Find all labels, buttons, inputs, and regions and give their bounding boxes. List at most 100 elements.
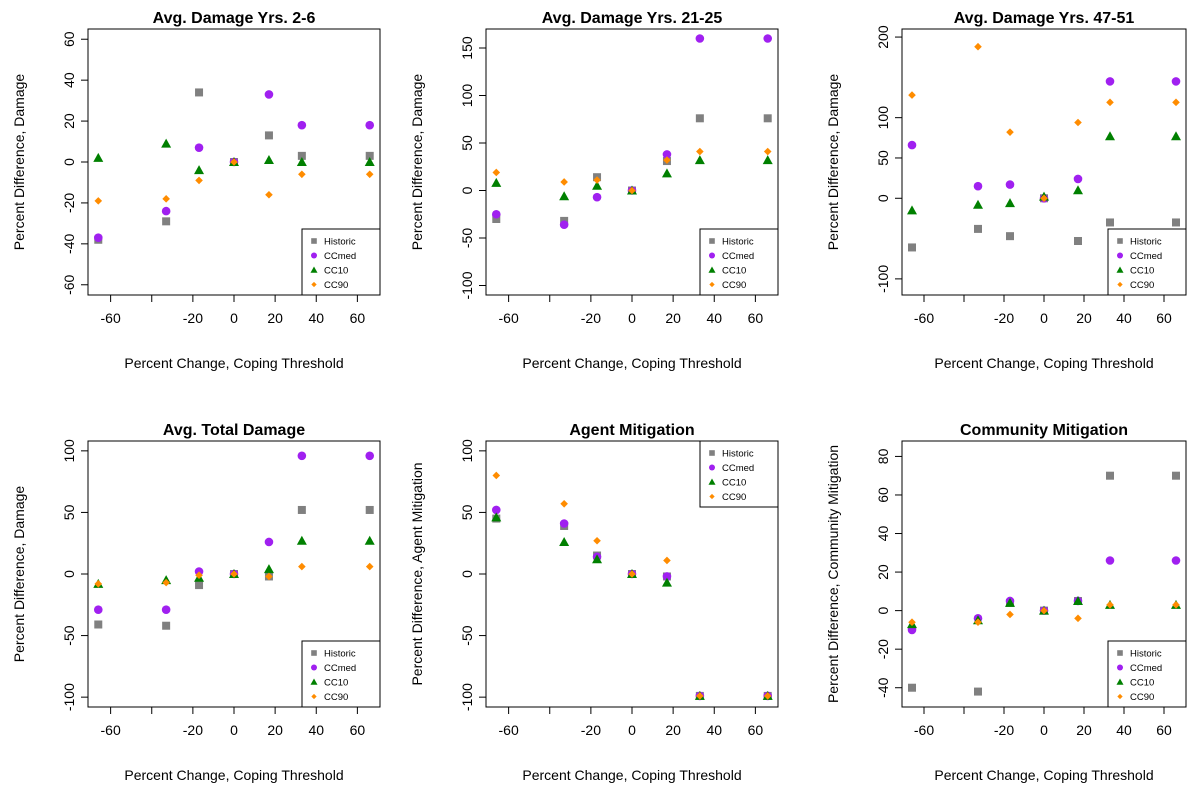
x-tick-label: 0 xyxy=(230,722,238,738)
y-tick-label: -60 xyxy=(61,274,77,294)
y-tick-label: 100 xyxy=(459,84,475,108)
data-point-cc10 xyxy=(762,155,773,165)
data-point-historic xyxy=(1074,236,1082,245)
panel-3: Avg. Damage Yrs. 47-51 -60 -20 0 20 40 60 Perce… xyxy=(825,10,1187,371)
x-tick-label: 60 xyxy=(748,310,764,326)
chart-title: Avg. Total Damage xyxy=(163,422,305,439)
series-cc10 xyxy=(93,138,375,175)
series-historic xyxy=(492,114,772,225)
panel-5: Agent Mitigation -60 -20 0 20 40 60 Percent Cha… xyxy=(409,422,779,783)
legend-label: CC10 xyxy=(1130,266,1154,277)
data-point-historic xyxy=(908,683,916,692)
data-point-ccmed xyxy=(559,220,569,229)
data-point-cc10 xyxy=(1171,131,1181,141)
data-point-cc90 xyxy=(696,147,704,156)
data-point-ccmed xyxy=(695,34,705,43)
x-tick-label: 40 xyxy=(1116,722,1132,738)
legend-marker-historic xyxy=(1117,650,1123,656)
data-point-cc10 xyxy=(296,157,307,166)
x-tick-label: 0 xyxy=(628,310,636,326)
data-point-cc10 xyxy=(661,577,672,587)
data-point-cc90 xyxy=(1106,601,1114,609)
data-point-historic xyxy=(974,224,982,233)
y-tick-label: 50 xyxy=(459,135,475,151)
data-point-ccmed xyxy=(264,537,274,547)
chart-title: Community Mitigation xyxy=(960,422,1128,439)
data-point-cc90 xyxy=(1006,128,1014,136)
x-tick-label: 60 xyxy=(350,310,366,326)
x-tick-label: -60 xyxy=(499,310,519,326)
data-point-ccmed xyxy=(662,150,672,159)
data-point-ccmed xyxy=(662,572,672,581)
data-point-ccmed xyxy=(1105,556,1115,565)
data-point-ccmed xyxy=(491,209,501,219)
y-tick-label: 0 xyxy=(875,194,891,202)
data-point-historic xyxy=(297,151,306,160)
y-tick-label: 100 xyxy=(875,106,891,130)
x-tick-label: -20 xyxy=(994,722,1014,738)
chart-title: Avg. Damage Yrs. 21-25 xyxy=(542,10,723,27)
data-point-cc90 xyxy=(230,158,238,166)
y-tick-label: -40 xyxy=(61,234,77,254)
data-point-historic xyxy=(1172,218,1180,227)
legend-marker-cc90 xyxy=(1117,281,1123,288)
series-ccmed xyxy=(491,505,773,701)
data-point-historic xyxy=(195,581,204,590)
data-point-ccmed xyxy=(161,206,171,216)
y-tick-label: -50 xyxy=(459,228,475,248)
legend-marker-cc10 xyxy=(310,678,318,685)
data-point-historic xyxy=(763,114,772,123)
data-point-cc10 xyxy=(1105,131,1115,141)
x-tick-label: 60 xyxy=(1156,310,1172,326)
data-point-historic xyxy=(1106,218,1114,227)
legend-label: CC90 xyxy=(722,280,746,291)
legend-marker-cc10 xyxy=(708,478,716,485)
legend-label: CC10 xyxy=(722,266,746,277)
data-point-cc90 xyxy=(1172,98,1180,107)
y-tick-label: -40 xyxy=(875,677,891,697)
legend-label: Historic xyxy=(722,449,754,460)
legend-marker-cc90 xyxy=(311,693,317,700)
legend-marker-ccmed xyxy=(708,464,716,471)
data-point-cc10 xyxy=(907,205,917,215)
legend-label: CCmed xyxy=(324,663,356,674)
legend-marker-cc10 xyxy=(1116,678,1124,685)
x-tick-label: -20 xyxy=(183,310,203,326)
legend-marker-historic xyxy=(1117,238,1123,244)
x-axis-label: Percent Change, Coping Threshold xyxy=(934,355,1153,371)
x-axis-label: Percent Change, Coping Threshold xyxy=(522,767,741,783)
chart-title: Agent Mitigation xyxy=(569,422,694,439)
series-ccmed xyxy=(907,77,1181,203)
data-point-historic xyxy=(695,114,704,123)
x-tick-label: 40 xyxy=(1116,310,1132,326)
x-tick-label: 0 xyxy=(1040,310,1048,326)
x-tick-label: -60 xyxy=(101,310,121,326)
chart-title: Avg. Damage Yrs. 2-6 xyxy=(153,10,316,27)
series-historic xyxy=(94,505,374,630)
y-tick-label: 0 xyxy=(61,158,77,166)
data-point-ccmed xyxy=(559,519,569,528)
legend-label: Historic xyxy=(1130,237,1162,248)
data-point-cc90 xyxy=(365,170,374,179)
x-tick-label: 60 xyxy=(350,722,366,738)
legend-label: CC90 xyxy=(1130,692,1154,703)
series-ccmed xyxy=(907,556,1181,635)
y-tick-label: 50 xyxy=(459,504,475,520)
y-tick-label: 60 xyxy=(61,31,77,47)
legend: Historic CCmed CC10 CC90 xyxy=(301,228,381,296)
y-tick-label: 40 xyxy=(61,72,77,88)
data-point-ccmed xyxy=(365,120,375,130)
data-point-cc90 xyxy=(298,562,306,571)
x-tick-label: 20 xyxy=(267,310,283,326)
legend-marker-cc90 xyxy=(709,493,715,500)
data-point-cc90 xyxy=(560,500,568,508)
legend: Historic CCmed CC10 CC90 xyxy=(1107,640,1187,708)
data-point-cc90 xyxy=(560,178,568,186)
data-point-cc90 xyxy=(908,618,916,626)
data-point-ccmed xyxy=(907,140,917,150)
series-cc90 xyxy=(94,562,374,588)
data-point-cc90 xyxy=(1006,610,1014,619)
data-point-cc90 xyxy=(265,572,273,581)
y-tick-label: 20 xyxy=(61,113,77,129)
